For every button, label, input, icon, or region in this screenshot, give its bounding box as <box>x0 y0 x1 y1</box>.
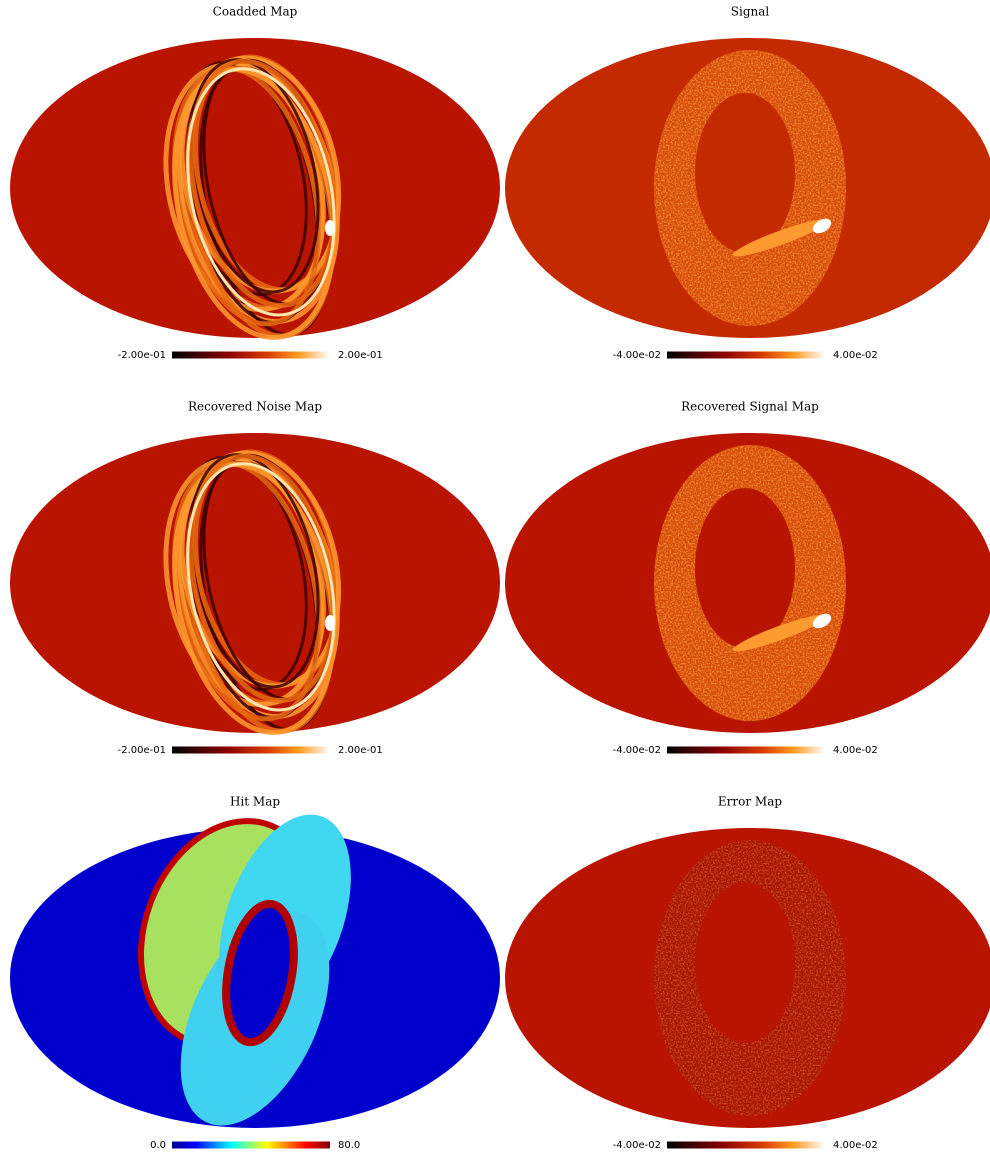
scan-hole <box>695 883 795 1043</box>
mollweide-sky <box>10 433 500 733</box>
coverage-hole <box>222 899 298 1047</box>
hot-spot <box>812 613 832 629</box>
colorbar <box>172 1141 330 1149</box>
scan-ring <box>172 462 337 735</box>
hot-spot <box>812 218 832 234</box>
colorbar <box>667 746 825 754</box>
colorbar-label: 4.00e-02 <box>833 350 878 361</box>
map-title: Error Map <box>718 795 782 809</box>
scan-hole <box>695 93 795 253</box>
scan-rings <box>163 449 342 735</box>
colorbar-label: 2.00e-01 <box>338 745 383 756</box>
colorbar <box>667 1141 825 1149</box>
bright-ring <box>186 67 336 317</box>
colorbar-label: -2.00e-01 <box>118 745 166 756</box>
colorbar-label: 4.00e-02 <box>833 745 878 756</box>
galactic-plane <box>732 219 828 257</box>
colorbar-label: -4.00e-02 <box>613 350 661 361</box>
colorbar <box>172 746 330 754</box>
colorbar <box>667 351 825 359</box>
colorbar-label: 4.00e-02 <box>833 1140 878 1151</box>
map-title: Hit Map <box>230 795 280 809</box>
galactic-plane <box>732 614 828 652</box>
colorbar-label: -4.00e-02 <box>613 745 661 756</box>
hot-spot <box>325 615 335 631</box>
bright-ring <box>186 462 336 712</box>
scan-rings <box>163 54 342 340</box>
scan-ring <box>172 67 337 340</box>
colorbar-label: 0.0 <box>150 1140 166 1151</box>
map-title: Recovered Noise Map <box>188 400 322 414</box>
mollweide-sky <box>10 38 500 338</box>
colorbar-label: 80.0 <box>338 1140 360 1151</box>
hot-spot <box>325 220 335 236</box>
colorbar-label: 2.00e-01 <box>338 350 383 361</box>
colorbar <box>172 351 330 359</box>
map-title: Signal <box>731 5 770 19</box>
colorbar-label: -4.00e-02 <box>613 1140 661 1151</box>
scan-hole <box>695 488 795 648</box>
map-title: Coadded Map <box>213 5 298 19</box>
colorbar-label: -2.00e-01 <box>118 350 166 361</box>
map-title: Recovered Signal Map <box>681 400 819 414</box>
